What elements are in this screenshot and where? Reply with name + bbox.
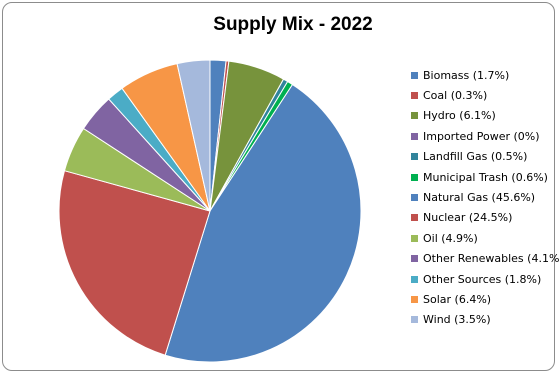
legend-swatch xyxy=(411,153,418,161)
legend-label: Nuclear (24.5%) xyxy=(423,211,513,225)
chart-title: Supply Mix - 2022 xyxy=(213,14,373,35)
legend-item-biomass: Biomass (1.7%) xyxy=(411,65,559,85)
legend-item-other-sources: Other Sources (1.8%) xyxy=(411,269,559,289)
legend-swatch xyxy=(411,132,418,140)
legend-label: Hydro (6.1%) xyxy=(423,109,496,123)
legend-item-hydro: Hydro (6.1%) xyxy=(411,106,559,126)
legend-swatch xyxy=(411,92,418,100)
legend-label: Coal (0.3%) xyxy=(423,89,488,103)
legend-swatch xyxy=(411,234,418,242)
legend-label: Imported Power (0%) xyxy=(423,129,540,143)
legend-item-imported-power: Imported Power (0%) xyxy=(411,126,559,146)
legend-item-other-renewables: Other Renewables (4.1%) xyxy=(411,249,559,269)
legend-swatch xyxy=(411,255,418,263)
legend-swatch xyxy=(411,295,418,303)
legend-swatch xyxy=(411,214,418,222)
legend-item-solar: Solar (6.4%) xyxy=(411,289,559,309)
pie-slice-nuclear xyxy=(58,170,211,356)
legend-swatch xyxy=(411,71,418,79)
legend-swatch xyxy=(411,173,418,181)
legend-label: Other Sources (1.8%) xyxy=(423,272,542,286)
legend-label: Natural Gas (45.6%) xyxy=(423,191,536,205)
legend-item-wind: Wind (3.5%) xyxy=(411,310,559,330)
legend-swatch xyxy=(411,194,418,202)
chart-legend: Biomass (1.7%) Coal (0.3%) Hydro (6.1%) Imp… xyxy=(411,65,559,330)
legend-swatch xyxy=(411,316,418,324)
pie-slice-natural-gas xyxy=(164,83,362,363)
legend-item-coal: Coal (0.3%) xyxy=(411,85,559,105)
legend-swatch xyxy=(411,112,418,120)
legend-label: Other Renewables (4.1%) xyxy=(423,252,559,266)
legend-swatch xyxy=(411,275,418,283)
pie-slice-wind xyxy=(176,59,211,212)
legend-label: Wind (3.5%) xyxy=(423,313,491,327)
legend-label: Solar (6.4%) xyxy=(423,292,492,306)
legend-label: Biomass (1.7%) xyxy=(423,68,510,82)
legend-item-landfill-gas: Landfill Gas (0.5%) xyxy=(411,147,559,167)
legend-label: Municipal Trash (0.6%) xyxy=(423,170,548,184)
legend-item-nuclear: Nuclear (24.5%) xyxy=(411,208,559,228)
legend-item-natural-gas: Natural Gas (45.6%) xyxy=(411,187,559,207)
legend-item-municipal-trash: Municipal Trash (0.6%) xyxy=(411,167,559,187)
legend-label: Landfill Gas (0.5%) xyxy=(423,150,528,164)
legend-label: Oil (4.9%) xyxy=(423,231,478,245)
legend-item-oil: Oil (4.9%) xyxy=(411,228,559,248)
